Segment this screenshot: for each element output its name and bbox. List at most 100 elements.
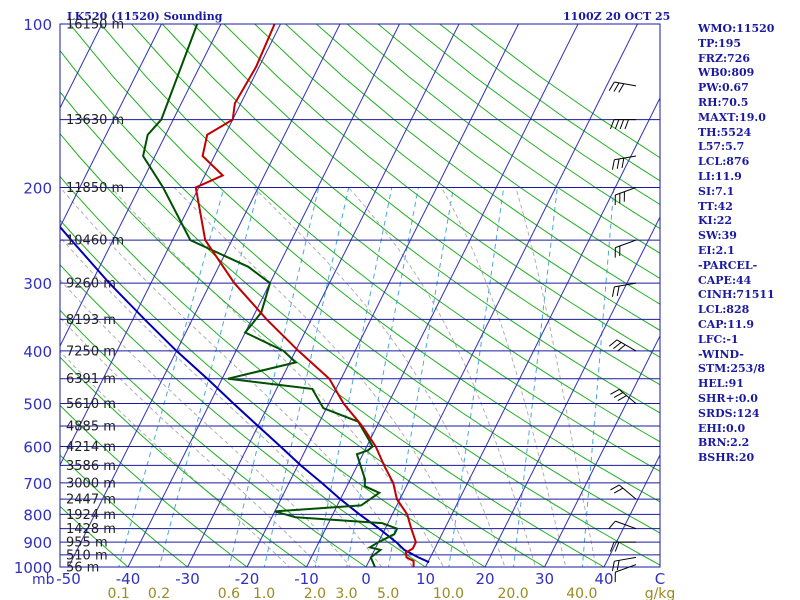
wind-barb-flag [619, 119, 625, 130]
index-value: RH:70.5 [698, 95, 749, 109]
dry-adiabat-line [131, 24, 660, 443]
mixing-ratio-line [581, 187, 615, 567]
isotherm-line [603, 453, 660, 567]
moist-adiabat-line [60, 316, 321, 567]
wind-barb-flag [611, 561, 615, 572]
index-value: HEL:91 [698, 377, 744, 391]
index-value: SI:7.1 [698, 184, 735, 198]
dry-adiabat-line [60, 175, 546, 567]
index-value: MAXT:19.0 [698, 110, 766, 124]
pressure-tick-label: 700 [23, 475, 52, 493]
index-value: WMO:11520 [698, 22, 775, 35]
wind-barb [609, 119, 636, 130]
isotherm-line [305, 24, 579, 567]
height-label: 7250 m [66, 344, 116, 359]
index-value: LCL:876 [698, 155, 750, 169]
valid-time: 1100Z 20 OCT 25 [563, 10, 671, 23]
wind-barb-shaft [618, 389, 637, 404]
isotherm-line [484, 215, 660, 567]
index-value: LFC:-1 [698, 332, 739, 346]
mixing-ratio-label: 0.1 [107, 586, 129, 600]
mixing-ratio-line [118, 187, 225, 567]
height-label: 5610 m [66, 397, 116, 412]
isotherm-line [60, 24, 222, 348]
mixing-ratio-label: 10.0 [433, 586, 464, 600]
pressure-tick-label: 900 [23, 534, 52, 552]
dry-adiabat-line [60, 454, 189, 567]
pressure-tick-label: 200 [23, 179, 52, 197]
moist-adiabat-line [60, 236, 383, 567]
isotherm-line [186, 24, 460, 567]
moist-adiabat-line [515, 187, 597, 567]
isotherm-line [127, 24, 400, 567]
isotherm-line [424, 96, 660, 567]
index-value: WB0:809 [698, 66, 755, 80]
isotherm-line [60, 24, 281, 467]
dry-adiabat-line [60, 404, 248, 567]
moist-adiabat-line [60, 350, 290, 567]
mixing-ratio-lines [118, 187, 615, 567]
index-value: CAP:11.9 [698, 317, 755, 331]
mixing-ratio-label: 0.2 [148, 586, 170, 600]
profiles [60, 24, 430, 567]
temperature-line [194, 24, 417, 567]
temperature-tick-label: 40 [594, 570, 613, 588]
wind-barb [611, 282, 637, 297]
temperature-tick-label: 20 [475, 570, 494, 588]
wind-barb-flag [617, 395, 627, 401]
index-value: EI:2.1 [698, 243, 735, 257]
mixing-ratio-label: 5.0 [377, 586, 399, 600]
height-label: 4214 m [66, 440, 116, 455]
wind-barb-flag [624, 119, 629, 130]
height-label: 4885 m [66, 420, 116, 435]
pressure-tick-label: 100 [23, 16, 52, 34]
wind-barb-flag [613, 82, 620, 92]
dry-adiabat-line [100, 24, 660, 472]
wind-barb [614, 239, 637, 258]
index-value: LCL:828 [698, 303, 750, 317]
index-value: SHR+:0.0 [698, 391, 758, 405]
wind-barb-flag [618, 83, 625, 93]
mixing-ratio-label: 20.0 [498, 586, 529, 600]
pressure-tick-label: 300 [23, 275, 52, 293]
wind-barb-shaft [615, 186, 637, 196]
plot-border [59, 23, 661, 568]
index-value: PW:0.67 [698, 81, 749, 95]
height-label: 56 m [66, 561, 99, 576]
mixing-ratio-line [513, 187, 558, 567]
height-label: 8193 m [66, 313, 116, 328]
parcel-path [60, 225, 430, 564]
plot-frame [59, 23, 661, 568]
pressure-tick-label: 400 [23, 343, 52, 361]
height-label: 10460 m [66, 234, 124, 249]
pressure-tick-label: 600 [23, 439, 52, 457]
temperature-tick-label: 10 [416, 570, 435, 588]
index-value: SRDS:124 [698, 406, 760, 420]
mixing-ratio-line [228, 187, 320, 567]
dry-adiabat-line [60, 356, 308, 567]
wind-barb-shaft [615, 520, 637, 530]
height-label: 11850 m [66, 181, 124, 196]
temperature-tick-label: -50 [56, 570, 81, 588]
mixing-ratio-unit-label: g/kg [645, 586, 676, 600]
dry-adiabat-line [316, 24, 660, 279]
wind-barb-flag [616, 560, 620, 571]
mixing-ratio-label: 1.0 [253, 586, 275, 600]
index-value: CINH:71511 [698, 288, 775, 302]
index-value: EHI:0.0 [698, 421, 746, 435]
mixing-ratio-label: 0.6 [218, 586, 240, 600]
wind-barb-flag [614, 119, 620, 130]
height-label: 6391 m [66, 372, 116, 387]
wind-barb-flag [609, 541, 615, 552]
moist-adiabat-line [60, 279, 352, 567]
height-label: 16150 m [66, 18, 124, 33]
temperature-tick-label: -10 [294, 570, 319, 588]
pressure-unit-label: mb [32, 572, 55, 588]
wind-barb-flag [608, 81, 615, 91]
isotherm-line [0, 24, 43, 579]
indices-panel: WMO:11520 TP:195 FRZ:726 WB0:809 PW:0.67 RH:7… [698, 22, 798, 466]
dry-adiabat-line [69, 24, 660, 503]
wind-barb-flag [614, 541, 620, 552]
